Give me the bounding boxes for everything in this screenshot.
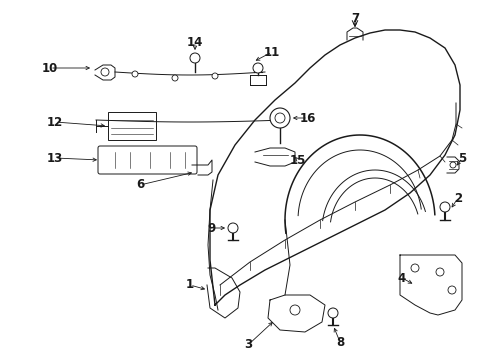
Circle shape <box>449 162 455 168</box>
Text: 10: 10 <box>42 62 58 75</box>
Text: 9: 9 <box>207 221 216 234</box>
Text: 14: 14 <box>186 36 203 49</box>
Text: 16: 16 <box>299 112 316 125</box>
Text: 2: 2 <box>453 192 461 204</box>
Text: 4: 4 <box>397 271 406 284</box>
Text: 1: 1 <box>185 279 194 292</box>
FancyBboxPatch shape <box>98 146 197 174</box>
Text: 15: 15 <box>289 153 305 166</box>
Circle shape <box>212 73 218 79</box>
Circle shape <box>190 53 200 63</box>
Circle shape <box>227 223 238 233</box>
Text: 8: 8 <box>335 336 344 348</box>
Circle shape <box>132 71 138 77</box>
Text: 6: 6 <box>136 179 144 192</box>
Text: 13: 13 <box>47 152 63 165</box>
Text: 12: 12 <box>47 116 63 129</box>
Circle shape <box>101 68 109 76</box>
Circle shape <box>439 202 449 212</box>
FancyBboxPatch shape <box>108 112 156 140</box>
Text: 5: 5 <box>457 152 465 165</box>
Circle shape <box>172 75 178 81</box>
Circle shape <box>274 113 285 123</box>
Circle shape <box>289 305 299 315</box>
Circle shape <box>327 308 337 318</box>
Circle shape <box>435 268 443 276</box>
Text: 3: 3 <box>244 338 251 351</box>
Text: 11: 11 <box>264 45 280 58</box>
Circle shape <box>410 264 418 272</box>
Circle shape <box>269 108 289 128</box>
Text: 7: 7 <box>350 12 358 24</box>
Circle shape <box>447 286 455 294</box>
Circle shape <box>252 63 263 73</box>
